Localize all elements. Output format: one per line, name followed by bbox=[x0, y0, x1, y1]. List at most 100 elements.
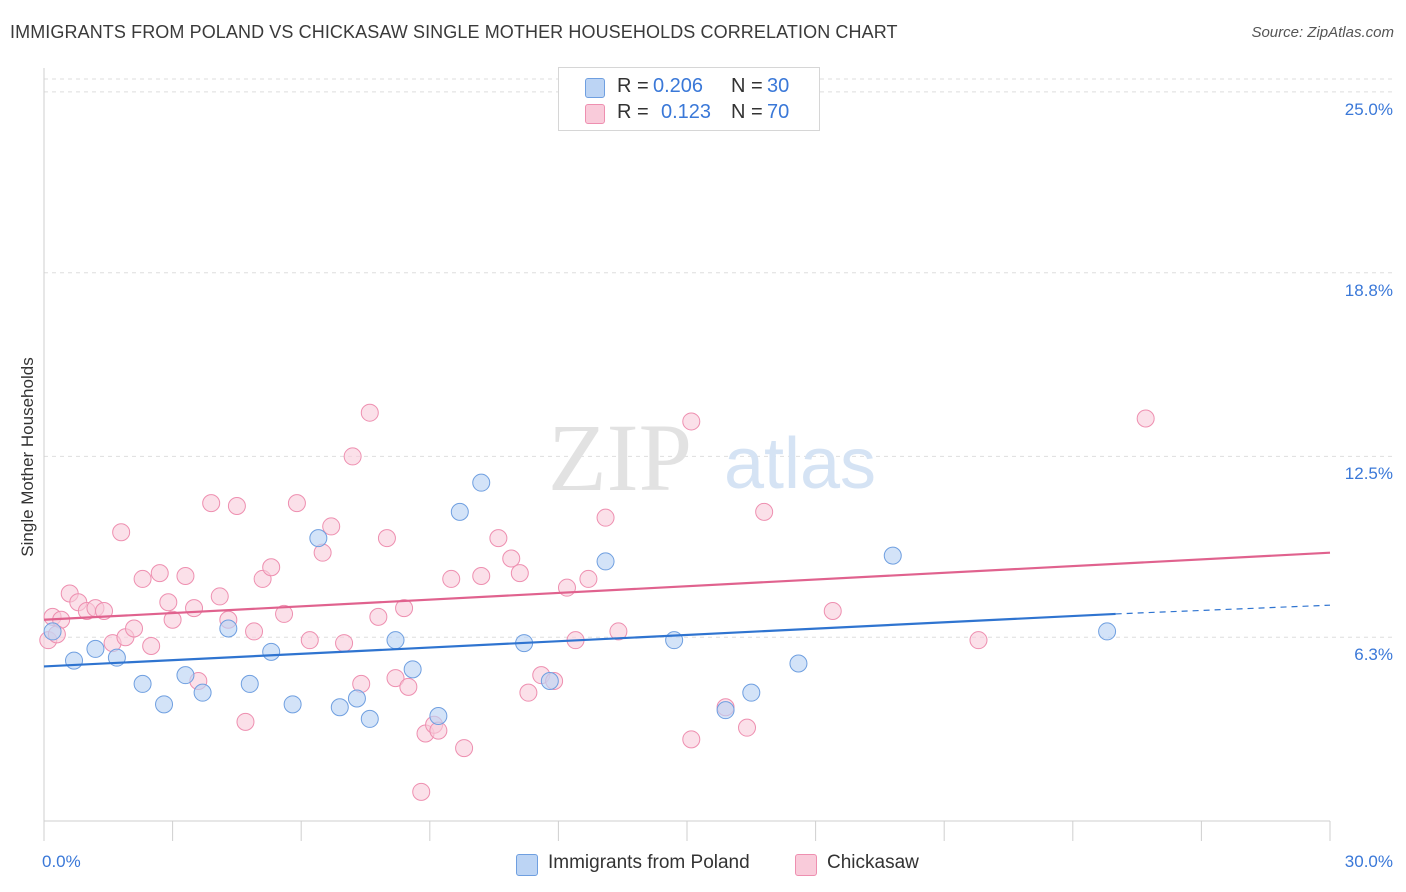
y-tick-label: 25.0% bbox=[1344, 99, 1393, 119]
poland-point bbox=[155, 695, 174, 714]
chickasaw-point bbox=[236, 712, 255, 731]
chickasaw-point bbox=[579, 569, 598, 588]
poland-point bbox=[472, 473, 491, 492]
chickasaw-points bbox=[39, 112, 1155, 801]
poland-trend-extension bbox=[1115, 604, 1331, 615]
chickasaw-point bbox=[210, 587, 229, 606]
poland-point bbox=[742, 683, 761, 702]
chickasaw-point bbox=[275, 604, 294, 623]
poland-point bbox=[219, 619, 238, 638]
bottom-legend-label: Immigrants from Poland bbox=[548, 852, 750, 873]
legend-r-value: 0.206 bbox=[653, 75, 704, 97]
chickasaw-point bbox=[335, 634, 354, 653]
chickasaw-point bbox=[287, 494, 306, 513]
poland-swatch bbox=[585, 78, 605, 98]
chickasaw-swatch bbox=[585, 104, 605, 124]
watermark-atlas: atlas bbox=[724, 424, 876, 504]
legend-n-label: N = bbox=[731, 75, 763, 97]
chickasaw-point bbox=[112, 523, 131, 542]
chickasaw-point bbox=[455, 739, 474, 758]
poland-point bbox=[403, 660, 422, 679]
poland-point bbox=[360, 709, 379, 728]
chickasaw-point bbox=[322, 517, 341, 536]
poland-point bbox=[330, 698, 349, 717]
poland-point bbox=[262, 642, 281, 661]
poland-point bbox=[386, 631, 405, 650]
chickasaw-point bbox=[227, 497, 246, 516]
legend-n-value: 30 bbox=[767, 75, 790, 97]
poland-point bbox=[43, 622, 62, 641]
poland-point bbox=[450, 502, 469, 521]
chickasaw-point bbox=[176, 567, 195, 586]
chickasaw-point bbox=[125, 619, 144, 638]
chickasaw-point bbox=[682, 730, 701, 749]
chickasaw-point bbox=[969, 631, 988, 650]
legend-n-label: N = bbox=[731, 101, 763, 123]
chickasaw-point bbox=[412, 782, 431, 801]
poland-point bbox=[283, 695, 302, 714]
chickasaw-point bbox=[489, 529, 508, 548]
chickasaw-point bbox=[755, 502, 774, 521]
legend-r-label: R = bbox=[617, 75, 649, 97]
chickasaw-point bbox=[738, 718, 757, 737]
chickasaw-point bbox=[262, 558, 281, 577]
poland-point bbox=[429, 707, 448, 726]
chickasaw-point bbox=[133, 569, 152, 588]
poland-trend-line bbox=[43, 612, 1116, 668]
chickasaw-point bbox=[163, 610, 182, 629]
chickasaw-point bbox=[472, 567, 491, 586]
chickasaw-point bbox=[399, 677, 418, 696]
chickasaw-point bbox=[596, 508, 615, 527]
chickasaw-point bbox=[502, 549, 521, 568]
chickasaw-point bbox=[682, 412, 701, 431]
chickasaw-point bbox=[202, 494, 221, 513]
chickasaw-point bbox=[377, 529, 396, 548]
chart-title: IMMIGRANTS FROM POLAND VS CHICKASAW SING… bbox=[10, 22, 898, 42]
chickasaw-point bbox=[150, 564, 169, 583]
poland-point bbox=[133, 674, 152, 693]
chickasaw-point bbox=[609, 622, 628, 641]
bottom-legend-label: Chickasaw bbox=[827, 852, 919, 873]
y-tick-label: 6.3% bbox=[1354, 645, 1393, 665]
chickasaw-point bbox=[395, 599, 414, 618]
chickasaw-point bbox=[300, 631, 319, 650]
chickasaw-point bbox=[159, 593, 178, 612]
chickasaw-point bbox=[360, 403, 379, 422]
gridlines bbox=[44, 78, 1392, 638]
chickasaw-point bbox=[95, 602, 114, 621]
poland-point bbox=[789, 654, 808, 673]
y-tick-label: 18.8% bbox=[1344, 280, 1393, 300]
axes bbox=[43, 68, 1331, 841]
legend-r-label: R = bbox=[617, 101, 649, 123]
poland-points bbox=[43, 473, 1117, 728]
correlation-legend: R = 0.206 N = 30 R = 0.123 N = 70 bbox=[558, 67, 820, 131]
chickasaw-point bbox=[142, 637, 161, 656]
chickasaw-point bbox=[386, 669, 405, 688]
poland-point bbox=[716, 701, 735, 720]
chickasaw-point bbox=[185, 599, 204, 618]
x-tick-max: 30.0% bbox=[1344, 852, 1393, 871]
poland-swatch bbox=[516, 854, 538, 876]
watermark-zip: ZIP bbox=[548, 404, 692, 511]
y-tick-label: 12.5% bbox=[1344, 464, 1393, 484]
legend-n-value: 70 bbox=[767, 101, 790, 123]
poland-point bbox=[176, 666, 195, 685]
poland-point bbox=[309, 529, 328, 548]
chickasaw-point bbox=[519, 683, 538, 702]
poland-point bbox=[193, 683, 212, 702]
chickasaw-swatch bbox=[795, 854, 817, 876]
legend-r-value: 0.123 bbox=[661, 101, 712, 123]
chickasaw-point bbox=[823, 602, 842, 621]
source-label: Source: ZipAtlas.com bbox=[1251, 24, 1394, 41]
chickasaw-point bbox=[369, 607, 388, 626]
poland-point bbox=[1098, 622, 1117, 641]
chickasaw-point bbox=[1136, 409, 1155, 428]
chickasaw-trend-line bbox=[43, 551, 1331, 621]
poland-point bbox=[883, 546, 902, 565]
chickasaw-point bbox=[245, 622, 264, 641]
poland-point bbox=[86, 639, 105, 658]
poland-point bbox=[240, 674, 259, 693]
poland-point bbox=[596, 552, 615, 571]
chickasaw-point bbox=[510, 564, 529, 583]
